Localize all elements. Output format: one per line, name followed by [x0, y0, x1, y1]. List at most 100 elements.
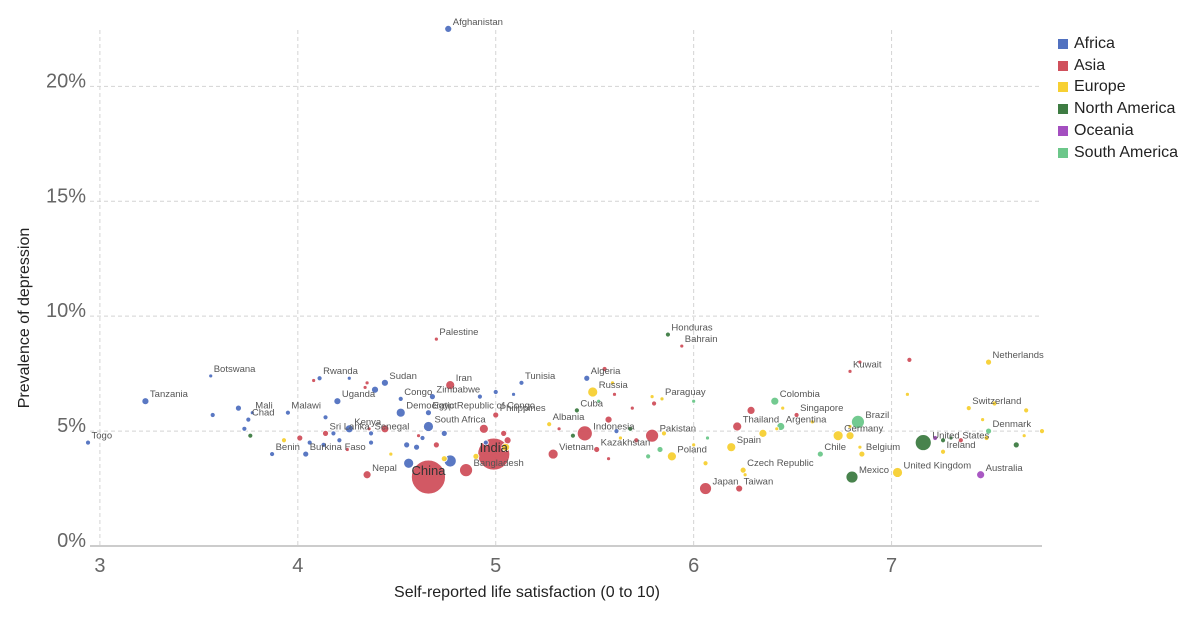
data-point[interactable]	[344, 447, 350, 452]
data-point[interactable]	[940, 437, 946, 444]
data-point[interactable]	[957, 437, 964, 444]
data-point[interactable]	[556, 426, 562, 432]
data-point[interactable]	[587, 386, 599, 398]
data-point[interactable]	[503, 436, 512, 445]
data-point[interactable]	[322, 429, 329, 437]
data-point[interactable]	[478, 423, 489, 434]
data-point[interactable]	[983, 435, 990, 441]
data-point[interactable]	[235, 404, 242, 412]
data-point[interactable]	[444, 24, 453, 33]
data-point[interactable]	[336, 437, 343, 444]
data-point[interactable]	[573, 407, 580, 414]
data-point[interactable]	[576, 425, 593, 442]
data-point[interactable]	[851, 414, 865, 429]
data-point[interactable]	[905, 391, 910, 397]
data-point[interactable]	[940, 448, 946, 455]
data-point[interactable]	[241, 425, 248, 432]
data-point[interactable]	[965, 405, 972, 412]
data-point[interactable]	[906, 356, 913, 363]
data-point[interactable]	[726, 442, 737, 453]
data-point[interactable]	[606, 456, 611, 462]
data-point[interactable]	[613, 428, 620, 434]
legend-item[interactable]: North America	[1058, 98, 1178, 120]
data-point[interactable]	[742, 472, 748, 478]
data-point[interactable]	[395, 407, 406, 418]
data-point[interactable]	[845, 431, 855, 441]
data-point[interactable]	[645, 428, 659, 443]
data-point[interactable]	[645, 453, 652, 460]
data-point[interactable]	[651, 400, 657, 407]
data-point[interactable]	[612, 391, 617, 397]
data-point[interactable]	[368, 430, 374, 437]
data-point[interactable]	[364, 380, 370, 386]
data-point[interactable]	[593, 446, 601, 453]
data-point[interactable]	[1012, 441, 1020, 449]
data-point[interactable]	[845, 470, 859, 484]
data-point[interactable]	[403, 457, 415, 469]
data-point[interactable]	[691, 398, 697, 404]
data-point[interactable]	[705, 435, 710, 441]
data-point[interactable]	[423, 421, 434, 432]
data-point[interactable]	[627, 425, 634, 432]
data-point[interactable]	[666, 451, 677, 462]
data-point[interactable]	[411, 459, 446, 495]
data-point[interactable]	[440, 455, 448, 463]
data-point[interactable]	[429, 393, 436, 401]
data-point[interactable]	[702, 460, 709, 467]
data-point[interactable]	[816, 450, 824, 458]
data-point[interactable]	[285, 409, 291, 416]
data-point[interactable]	[932, 435, 939, 441]
data-point[interactable]	[302, 450, 310, 458]
data-point[interactable]	[381, 378, 389, 387]
data-point[interactable]	[249, 410, 255, 416]
data-point[interactable]	[306, 439, 313, 446]
data-point[interactable]	[732, 421, 743, 432]
data-point[interactable]	[518, 379, 525, 386]
data-point[interactable]	[311, 378, 317, 383]
data-point[interactable]	[330, 430, 337, 437]
data-point[interactable]	[472, 452, 480, 460]
data-point[interactable]	[1021, 433, 1027, 439]
legend-item[interactable]: Europe	[1058, 77, 1178, 99]
data-point[interactable]	[492, 389, 499, 395]
data-point[interactable]	[858, 450, 866, 458]
data-point[interactable]	[659, 396, 665, 402]
data-point[interactable]	[601, 366, 608, 372]
data-point[interactable]	[857, 359, 863, 365]
data-point[interactable]	[604, 415, 613, 424]
data-point[interactable]	[793, 412, 800, 418]
data-point[interactable]	[810, 419, 815, 425]
data-point[interactable]	[661, 430, 667, 437]
data-point[interactable]	[459, 463, 473, 478]
data-point[interactable]	[976, 470, 986, 480]
data-point[interactable]	[679, 343, 685, 349]
data-point[interactable]	[388, 451, 394, 457]
data-point[interactable]	[985, 427, 992, 435]
data-point[interactable]	[208, 373, 214, 379]
data-point[interactable]	[610, 380, 615, 386]
data-point[interactable]	[316, 375, 323, 382]
data-point[interactable]	[746, 406, 756, 415]
data-point[interactable]	[691, 442, 697, 448]
data-point[interactable]	[618, 435, 623, 441]
data-point[interactable]	[397, 396, 404, 402]
data-point[interactable]	[991, 400, 998, 407]
data-point[interactable]	[980, 417, 986, 422]
data-point[interactable]	[547, 448, 559, 460]
data-point[interactable]	[774, 426, 780, 432]
data-point[interactable]	[583, 374, 591, 382]
data-point[interactable]	[366, 426, 372, 432]
data-point[interactable]	[416, 433, 421, 439]
data-point[interactable]	[209, 412, 216, 418]
data-point[interactable]	[1023, 407, 1030, 414]
data-point[interactable]	[735, 484, 744, 493]
data-point[interactable]	[445, 380, 456, 391]
data-point[interactable]	[344, 424, 354, 434]
data-point[interactable]	[413, 443, 420, 451]
data-point[interactable]	[440, 429, 448, 437]
data-point[interactable]	[333, 397, 342, 406]
data-point[interactable]	[656, 446, 664, 453]
data-point[interactable]	[985, 358, 992, 366]
data-point[interactable]	[433, 336, 439, 342]
legend-item[interactable]: Africa	[1058, 33, 1178, 55]
